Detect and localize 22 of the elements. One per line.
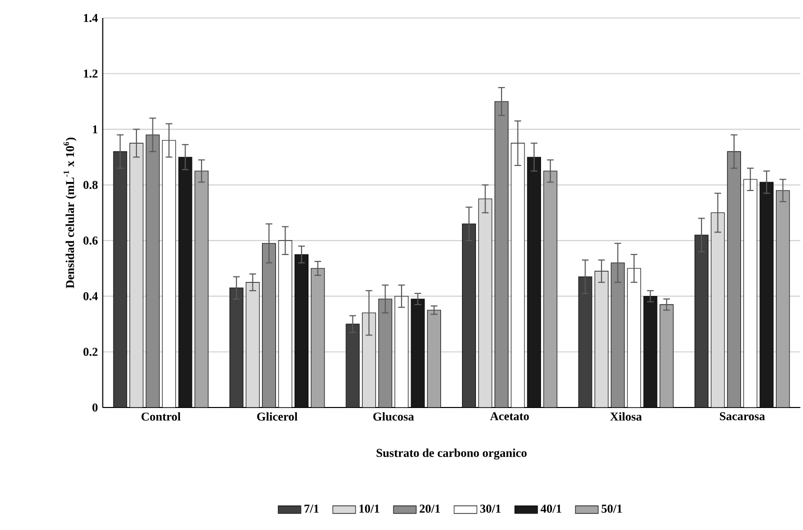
x-tick-label: Sacarosa: [720, 412, 765, 421]
y-tick-label: 1: [92, 126, 98, 134]
x-tick-label: Glicerol: [257, 412, 298, 421]
legend-label: 30/1: [480, 504, 501, 513]
y-axis-title: Densidad celular (mL$^{-1}$ x 10$^{6}$): [64, 138, 77, 288]
y-tick-label: 0.6: [83, 236, 98, 245]
y-tick-label: 0.8: [83, 181, 98, 190]
x-tick-label: Glucosa: [373, 412, 414, 421]
x-tick-label: Control: [142, 412, 181, 421]
y-tick-label: 0: [92, 404, 98, 412]
y-tick-label: 1.2: [84, 70, 98, 78]
x-tick-label: Xilosa: [610, 412, 642, 421]
legend-label: 7/1: [304, 504, 319, 513]
x-tick-label: Acetato: [490, 412, 529, 420]
x-axis-title: Sustrato de carbono organico: [376, 448, 527, 460]
y-tick-label: 0.4: [83, 292, 98, 301]
y-tick-label: 0.2: [83, 348, 98, 356]
legend-label: 20/1: [420, 504, 440, 513]
legend-label: 10/1: [359, 504, 380, 513]
legend-label: 40/1: [540, 504, 562, 513]
legend-label: 50/1: [602, 504, 622, 513]
y-tick-label: 1.4: [84, 14, 98, 22]
